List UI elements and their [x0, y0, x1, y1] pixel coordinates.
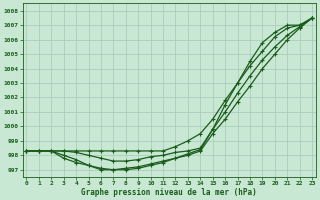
X-axis label: Graphe pression niveau de la mer (hPa): Graphe pression niveau de la mer (hPa): [81, 188, 257, 197]
